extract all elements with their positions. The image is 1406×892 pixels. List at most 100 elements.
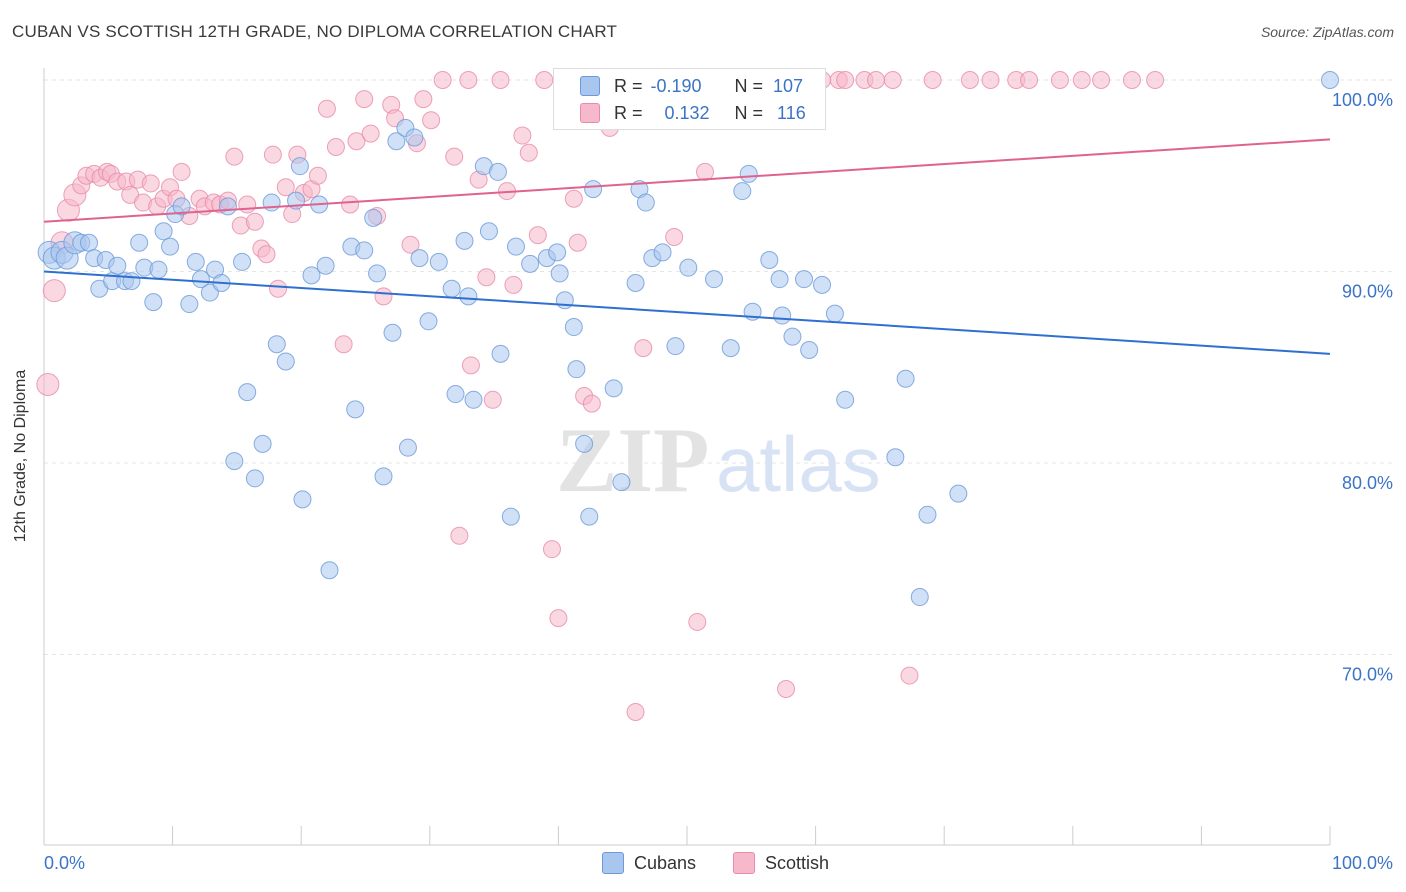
cubans-point[interactable] [548, 243, 567, 262]
cubans-point[interactable] [679, 258, 698, 277]
scottish-point[interactable] [1020, 71, 1039, 89]
scottish-point[interactable] [308, 166, 327, 185]
scottish-point[interactable] [42, 279, 66, 303]
scottish-point[interactable] [225, 147, 244, 166]
cubans-point[interactable] [405, 128, 424, 147]
cubans-point[interactable] [374, 467, 393, 486]
scottish-point[interactable] [688, 612, 707, 631]
scottish-point[interactable] [513, 126, 532, 145]
scottish-point[interactable] [422, 111, 441, 130]
cubans-point[interactable] [886, 448, 905, 467]
scottish-point[interactable] [334, 335, 353, 354]
cubans-point[interactable] [267, 335, 286, 354]
cubans-point[interactable] [705, 270, 724, 289]
cubans-point[interactable] [604, 379, 623, 398]
scottish-point[interactable] [1072, 71, 1091, 89]
scottish-point[interactable] [542, 540, 561, 559]
cubans-point[interactable] [521, 254, 540, 273]
scottish-point[interactable] [696, 162, 715, 181]
cubans-point[interactable] [783, 327, 802, 346]
scottish-point[interactable] [238, 195, 257, 214]
scottish-point[interactable] [1092, 71, 1111, 89]
scottish-point[interactable] [504, 275, 523, 294]
scottish-point[interactable] [836, 71, 855, 89]
cubans-point[interactable] [276, 352, 295, 371]
cubans-point[interactable] [464, 390, 483, 409]
scottish-point[interactable] [491, 71, 510, 89]
cubans-point[interactable] [567, 360, 586, 379]
cubans-point[interactable] [446, 385, 465, 404]
scottish-point[interactable] [257, 245, 276, 264]
cubans-point[interactable] [364, 208, 383, 227]
scottish-point[interactable] [634, 339, 653, 358]
cubans-point[interactable] [501, 507, 520, 526]
scottish-point[interactable] [461, 356, 480, 375]
cubans-point[interactable] [316, 256, 335, 275]
cubans-point[interactable] [795, 270, 814, 289]
cubans-point[interactable] [1321, 71, 1339, 89]
cubans-point[interactable] [636, 193, 655, 212]
cubans-point[interactable] [368, 264, 387, 283]
cubans-point[interactable] [800, 341, 819, 360]
cubans-point[interactable] [108, 256, 127, 275]
cubans-point[interactable] [733, 182, 752, 201]
scottish-point[interactable] [1122, 71, 1141, 89]
cubans-point[interactable] [302, 266, 321, 285]
cubans-point[interactable] [149, 260, 168, 279]
scottish-point[interactable] [450, 526, 469, 545]
cubans-point[interactable] [442, 279, 461, 298]
cubans-point[interactable] [80, 233, 99, 252]
cubans-point[interactable] [233, 252, 252, 271]
cubans-point[interactable] [949, 484, 968, 503]
scottish-point[interactable] [981, 71, 1000, 89]
scottish-point[interactable] [374, 287, 393, 306]
legend-item-scottish[interactable]: Scottish [733, 852, 829, 874]
scottish-point[interactable] [483, 390, 502, 409]
scottish-point[interactable] [549, 609, 568, 628]
cubans-point[interactable] [191, 270, 210, 289]
cubans-point[interactable] [320, 561, 339, 580]
scottish-point[interactable] [355, 90, 374, 109]
cubans-point[interactable] [575, 434, 594, 453]
cubans-point[interactable] [419, 312, 438, 331]
scottish-point[interactable] [535, 71, 554, 89]
scottish-point[interactable] [414, 90, 433, 109]
cubans-point[interactable] [355, 241, 374, 260]
cubans-point[interactable] [564, 318, 583, 337]
cubans-point[interactable] [186, 252, 205, 271]
cubans-point[interactable] [459, 287, 478, 306]
scottish-point[interactable] [141, 174, 160, 193]
cubans-point[interactable] [653, 243, 672, 262]
scottish-point[interactable] [1050, 71, 1069, 89]
cubans-point[interactable] [479, 222, 498, 241]
cubans-point[interactable] [455, 231, 474, 250]
scottish-point[interactable] [665, 228, 684, 247]
cubans-point[interactable] [550, 264, 569, 283]
scottish-point[interactable] [326, 138, 345, 157]
scottish-point[interactable] [626, 702, 645, 721]
cubans-point[interactable] [122, 272, 141, 291]
scottish-point[interactable] [263, 145, 282, 164]
scottish-point[interactable] [361, 124, 380, 143]
cubans-point[interactable] [154, 222, 173, 241]
scottish-point[interactable] [900, 666, 919, 685]
cubans-point[interactable] [666, 337, 685, 356]
cubans-point[interactable] [383, 323, 402, 342]
scottish-point[interactable] [923, 71, 942, 89]
cubans-point[interactable] [580, 507, 599, 526]
cubans-point[interactable] [218, 197, 237, 216]
cubans-point[interactable] [253, 434, 272, 453]
cubans-point[interactable] [896, 369, 915, 388]
scottish-point[interactable] [445, 147, 464, 166]
cubans-point[interactable] [410, 249, 429, 268]
cubans-point[interactable] [584, 180, 603, 199]
scottish-point[interactable] [777, 679, 796, 698]
scottish-point[interactable] [317, 99, 336, 118]
scottish-point[interactable] [477, 268, 496, 287]
cubans-point[interactable] [612, 473, 631, 492]
cubans-point[interactable] [245, 469, 264, 488]
cubans-point[interactable] [387, 132, 406, 151]
scottish-point[interactable] [867, 71, 886, 89]
cubans-point[interactable] [346, 400, 365, 419]
cubans-point[interactable] [172, 197, 191, 216]
